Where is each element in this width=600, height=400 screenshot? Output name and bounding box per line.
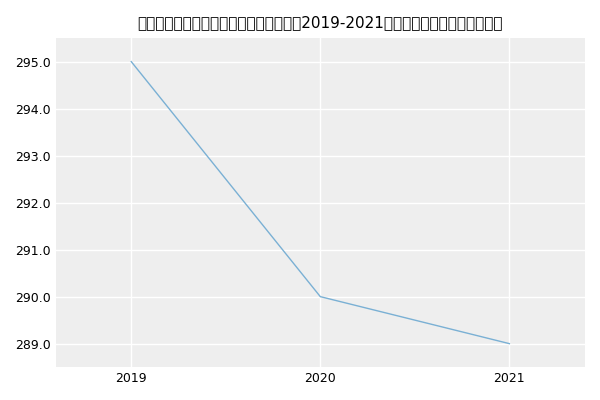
Title: 内蒙古医科大学第一临床医学院肿瘤学（2019-2021历年复试）研究生录取分数线: 内蒙古医科大学第一临床医学院肿瘤学（2019-2021历年复试）研究生录取分数线 bbox=[137, 15, 503, 30]
